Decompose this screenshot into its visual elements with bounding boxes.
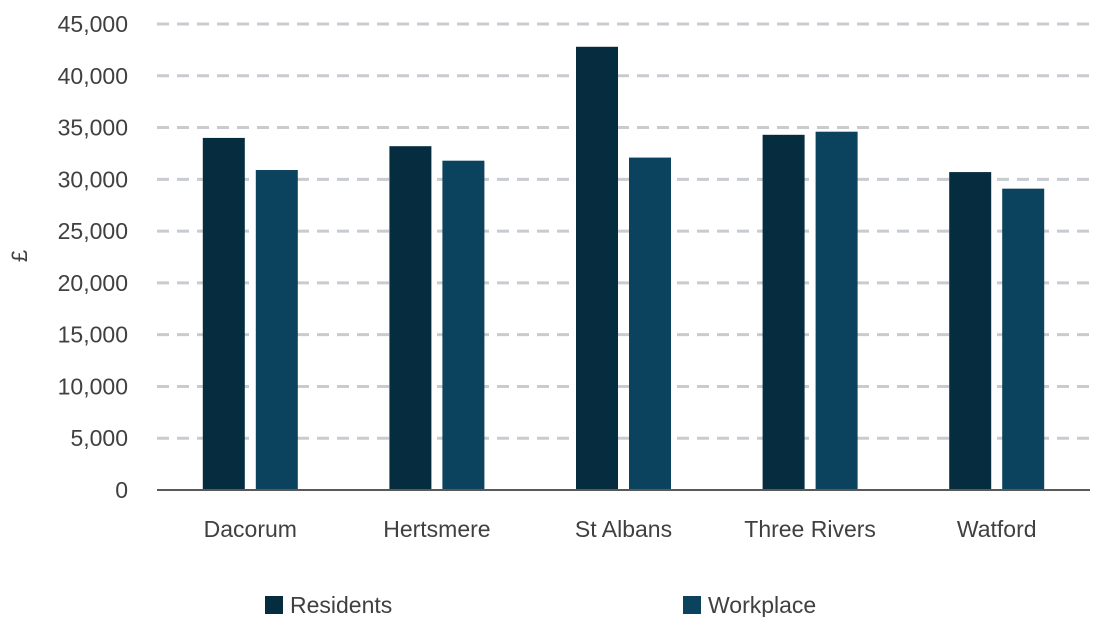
- x-category-label: Three Rivers: [744, 516, 876, 542]
- legend-label: Residents: [290, 592, 392, 617]
- bar-residents-st-albans: [576, 46, 618, 490]
- y-tick-label: 35,000: [58, 115, 128, 141]
- y-axis-title: £: [7, 250, 32, 262]
- x-axis-category-labels: Dacorum Hertsmere St Albans Three Rivers Wat…: [204, 516, 1037, 542]
- bar-residents-dacorum: [202, 137, 245, 490]
- legend-item: Workplace: [683, 592, 816, 617]
- y-tick-label: 10,000: [58, 373, 128, 399]
- y-tick-label: 5,000: [70, 425, 128, 451]
- y-tick-label: 30,000: [58, 166, 128, 192]
- y-tick-label: 40,000: [58, 63, 128, 89]
- x-category-label: Watford: [957, 516, 1037, 542]
- bar-residents-watford: [949, 172, 992, 490]
- legend: Residents Workplace: [265, 592, 816, 617]
- legend-item: Residents: [265, 592, 392, 617]
- x-category-label: Dacorum: [204, 516, 297, 542]
- bar-workplace-dacorum: [255, 170, 298, 490]
- gridlines: [157, 22, 1090, 440]
- bar-workplace-hertsmere: [442, 160, 485, 490]
- y-tick-label: 0: [115, 477, 128, 503]
- legend-swatch: [683, 596, 701, 614]
- y-tick-label: 25,000: [58, 218, 128, 244]
- x-category-label: Hertsmere: [383, 516, 490, 542]
- legend-label: Workplace: [708, 592, 816, 617]
- bar-residents-three-rivers: [762, 134, 805, 490]
- legend-swatch: [265, 596, 283, 614]
- y-axis-tick-labels: 0 5,000 10,000 15,000 20,000 25,000 30,000 35,0…: [58, 11, 128, 503]
- bar-workplace-st-albans: [629, 157, 671, 490]
- y-tick-label: 20,000: [58, 270, 128, 296]
- y-tick-label: 15,000: [58, 322, 128, 348]
- x-category-label: St Albans: [575, 516, 672, 542]
- bar-workplace-three-rivers: [815, 131, 858, 490]
- bar-residents-hertsmere: [389, 146, 432, 490]
- bar-workplace-watford: [1002, 188, 1045, 491]
- bars: [202, 46, 1045, 491]
- y-tick-label: 45,000: [58, 11, 128, 37]
